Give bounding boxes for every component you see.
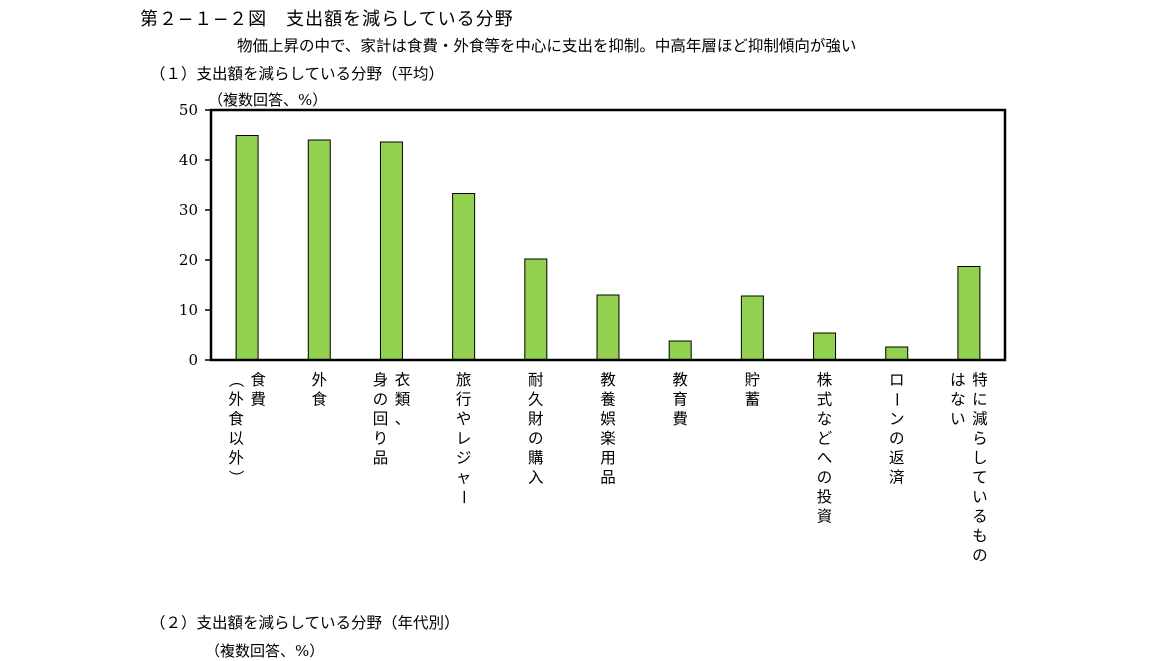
section1-title: （１）支出額を減らしている分野（平均）: [150, 65, 445, 83]
x-category-label: な: [950, 391, 966, 409]
x-category-label: 外: [228, 391, 244, 409]
chart-unit-label: （複数回答、%）: [208, 91, 327, 109]
x-category-label: の: [972, 547, 988, 565]
x-category-label: 品: [600, 469, 616, 487]
x-category-label: 資: [817, 508, 833, 526]
x-category-label: て: [972, 469, 988, 487]
x-category-label: 育: [672, 391, 688, 409]
plot-frame: [209, 108, 1007, 362]
x-category-label: 養: [600, 391, 616, 409]
x-category-label: 類: [395, 391, 411, 409]
bar-3: [379, 141, 403, 361]
x-category-label: ン: [889, 410, 905, 428]
x-category-label: ジ: [456, 449, 472, 467]
x-category-label: の: [889, 430, 905, 448]
x-category-label: 外: [228, 449, 244, 467]
x-category-label: 入: [528, 469, 544, 487]
bar-8: [740, 295, 764, 361]
bar-5: [524, 258, 548, 361]
x-category-label: 娯: [600, 410, 616, 428]
x-category-label: し: [972, 449, 988, 467]
bar-11: [957, 266, 981, 361]
x-category-label: 身: [373, 371, 389, 389]
x-category-label: 外: [312, 371, 328, 389]
x-category-label: 投: [817, 488, 833, 506]
figure-subtitle: 物価上昇の中で、家計は食費・外食等を中心に支出を抑制。中高年層ほど抑制傾向が強い: [237, 37, 857, 55]
x-category-label: の: [373, 391, 389, 409]
figure-title: 第２−１−２図 支出額を減らしている分野: [140, 9, 514, 30]
x-category-label: へ: [817, 449, 833, 467]
x-category-label: に: [972, 391, 988, 409]
x-category-label: の: [528, 430, 544, 448]
x-category-label: 貯: [745, 371, 761, 389]
x-category-label: ロ: [889, 371, 905, 389]
y-tick-label: 40: [179, 151, 198, 169]
x-category-label: レ: [456, 430, 472, 448]
x-category-label: 食: [228, 410, 244, 428]
x-category-label: 費: [672, 410, 688, 428]
section2-unit-label: （複数回答、%）: [205, 642, 325, 660]
y-tick-label: 30: [179, 201, 198, 219]
x-category-label: 株: [817, 371, 833, 389]
y-tick-label: 20: [179, 251, 198, 269]
bar-6: [596, 294, 620, 361]
x-category-label: い: [950, 410, 966, 428]
x-category-label: ど: [817, 430, 833, 448]
x-category-label: 衣: [395, 371, 411, 389]
x-category-label: 蓄: [745, 391, 761, 409]
x-category-label: 式: [817, 391, 833, 409]
x-category-label: 回: [373, 410, 389, 428]
bar-9: [813, 332, 837, 361]
x-category-label: 特: [972, 371, 988, 389]
x-category-label: い: [972, 488, 988, 506]
x-category-label: 食: [250, 371, 266, 389]
section2-title: （２）支出額を減らしている分野（年代別）: [150, 614, 460, 632]
x-category-label: ）: [227, 470, 245, 486]
x-category-label: 購: [528, 449, 544, 467]
y-tick-label: 10: [179, 301, 198, 319]
x-category-label: 返: [889, 449, 905, 467]
x-category-label: 、: [395, 410, 411, 428]
x-category-label: 教: [672, 371, 688, 389]
bar-7: [668, 340, 692, 361]
x-category-label: ー: [888, 392, 906, 408]
x-category-label: 品: [373, 449, 389, 467]
bar-10: [885, 346, 909, 361]
x-category-label: は: [950, 371, 966, 389]
x-category-label: 費: [250, 391, 266, 409]
x-category-label: 食: [312, 391, 328, 409]
x-category-label: （: [227, 372, 245, 388]
x-category-label: 減: [972, 410, 988, 428]
y-tick-label: 0: [188, 351, 198, 369]
x-category-label: 以: [228, 430, 244, 448]
x-category-label: ー: [455, 489, 473, 505]
x-category-label: ら: [972, 430, 988, 448]
x-category-label: 久: [528, 391, 544, 409]
x-category-label: り: [373, 430, 389, 448]
x-category-label: 教: [600, 371, 616, 389]
x-category-label: 用: [600, 449, 616, 467]
x-category-label: 旅: [456, 371, 472, 389]
x-category-label: 財: [528, 410, 544, 428]
x-category-label: 楽: [600, 430, 616, 448]
bar-1: [235, 135, 259, 361]
x-category-label: も: [972, 527, 988, 545]
x-category-label: る: [972, 508, 988, 526]
x-category-label: 耐: [528, 371, 544, 389]
x-category-label: な: [817, 410, 833, 428]
x-category-label: 行: [456, 391, 472, 409]
x-category-label: 済: [889, 469, 905, 487]
y-tick-label: 50: [179, 101, 198, 119]
x-category-label: の: [817, 469, 833, 487]
bar-2: [307, 139, 331, 361]
x-category-label: や: [456, 410, 472, 428]
bar-4: [452, 193, 476, 361]
x-category-label: ャ: [456, 469, 472, 487]
